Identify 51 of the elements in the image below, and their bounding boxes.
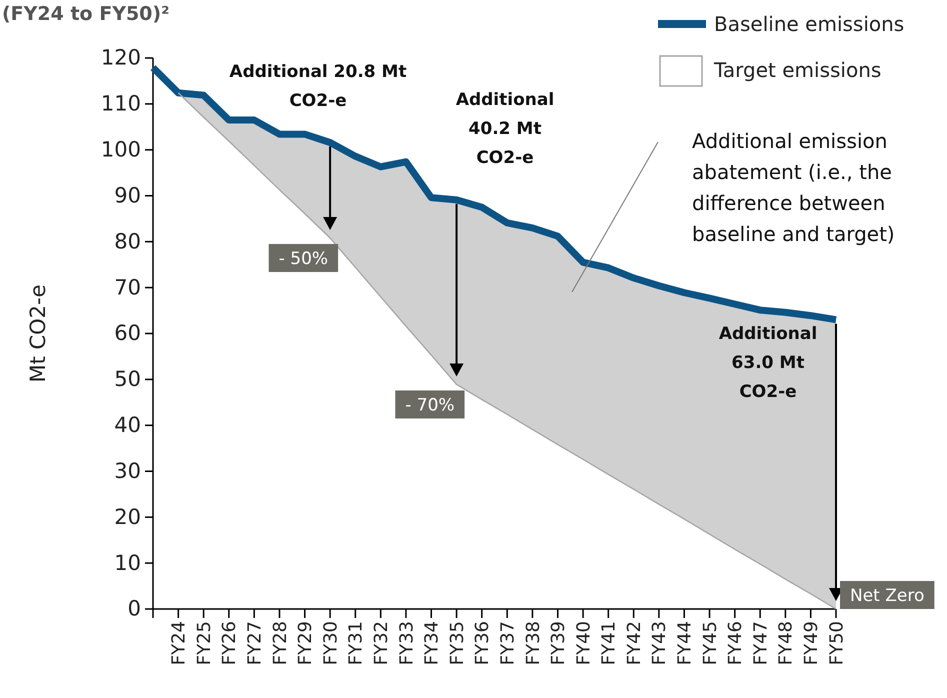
- x-tick-label: FY34: [422, 621, 443, 666]
- y-tick-label: 80: [114, 229, 141, 254]
- x-tick-label: FY24: [168, 621, 190, 666]
- legend-label: Baseline emissions: [714, 12, 904, 36]
- annotation: Additional 40.2 Mt CO2-e: [456, 90, 554, 168]
- annotation: Additional 63.0 Mt CO2-e: [718, 324, 818, 402]
- y-tick-label: 70: [114, 275, 141, 300]
- y-axis-title: Mt CO2-e: [26, 284, 50, 383]
- y-tick-label: 40: [114, 413, 141, 438]
- x-tick-label: FY36: [472, 621, 494, 666]
- x-tick-label: FY27: [244, 621, 266, 666]
- y-tick-label: 50: [114, 367, 141, 392]
- y-tick-label: 120: [100, 46, 141, 70]
- x-tick-label: FY47: [750, 621, 772, 666]
- x-tick-label: FY46: [725, 621, 746, 666]
- annotation: Net Zero: [850, 586, 924, 606]
- y-tick-label: 60: [114, 321, 141, 346]
- y-tick-label: 100: [100, 138, 141, 162]
- x-tick-label: FY42: [624, 621, 645, 666]
- annotation: - 50%: [278, 248, 328, 269]
- x-tick-label: FY44: [674, 621, 696, 666]
- x-tick-label: FY48: [776, 621, 797, 666]
- x-tick-label: FY28: [270, 621, 291, 666]
- x-tick-label: FY32: [370, 621, 392, 666]
- x-tick-label: FY38: [522, 621, 544, 666]
- x-tick-label: FY45: [700, 621, 721, 666]
- x-tick-label: FY29: [295, 621, 316, 666]
- annotation: - 70%: [405, 395, 455, 416]
- x-tick-label: FY43: [649, 621, 670, 666]
- x-tick-label: FY35: [446, 621, 468, 666]
- x-tick-label: FY37: [497, 621, 518, 666]
- y-tick-label: 30: [114, 458, 141, 483]
- y-tick-label: 90: [114, 183, 141, 208]
- x-tick-label: FY40: [573, 621, 594, 666]
- x-tick-label: FY39: [548, 621, 570, 666]
- chart-title: (FY24 to FY50)²: [2, 3, 170, 25]
- x-tick-label: FY33: [396, 621, 418, 666]
- legend-label: Target emissions: [713, 58, 882, 82]
- x-tick-label: FY26: [219, 621, 240, 666]
- x-tick-label: FY30: [320, 621, 342, 666]
- x-tick-label: FY49: [801, 621, 822, 666]
- annotation: Additional 20.8 Mt CO2-e: [229, 62, 407, 111]
- x-tick-label: FY41: [598, 621, 620, 666]
- y-tick-label: 10: [114, 550, 141, 575]
- annotation: Additional emission abatement (i.e., the difference between baseline and target): [692, 129, 895, 246]
- x-tick-label: FY25: [194, 621, 215, 666]
- y-tick-label: 20: [114, 504, 141, 529]
- x-tick-label: FY31: [346, 621, 367, 666]
- y-tick-label: 0: [128, 596, 141, 621]
- y-tick-label: 110: [100, 92, 141, 116]
- x-tick-label: FY50: [826, 621, 848, 666]
